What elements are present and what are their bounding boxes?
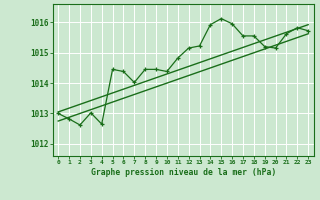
X-axis label: Graphe pression niveau de la mer (hPa): Graphe pression niveau de la mer (hPa) (91, 168, 276, 177)
